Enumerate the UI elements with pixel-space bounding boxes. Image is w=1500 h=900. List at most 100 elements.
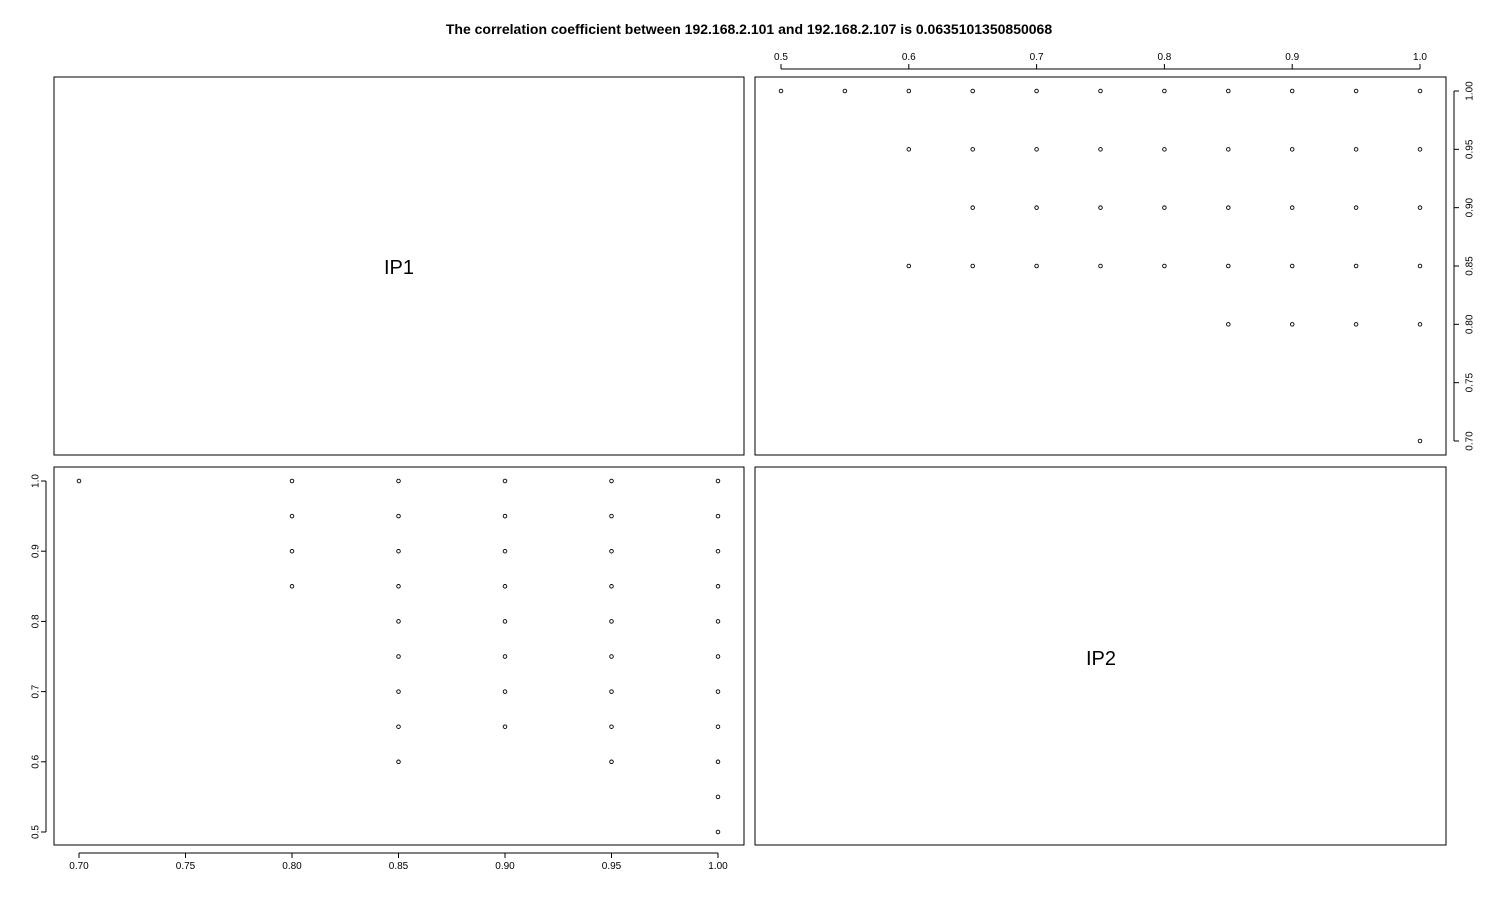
data-point [1353, 147, 1359, 152]
data-point [609, 759, 614, 765]
x-tick-label: 0.70 [69, 861, 89, 872]
data-point [715, 478, 721, 484]
y-tick-label: 0.90 [1465, 197, 1476, 217]
panel-frame [53, 466, 745, 846]
data-point [842, 88, 848, 94]
variable-label-ip2: IP2 [1086, 648, 1116, 670]
data-point [289, 478, 295, 484]
scatter-panel-ip1-vs-ip2: 0.70 0.75 0.80 0.85 0.90 0.95 1.00 0.5 0.6 0.7 0.8… [31, 466, 745, 872]
y-tick-label: 0.70 [1465, 431, 1476, 451]
data-point [609, 513, 614, 519]
data-point [970, 205, 975, 210]
data-point [715, 724, 721, 729]
data-point [1098, 88, 1103, 94]
x-tick-label: 1.00 [708, 861, 728, 872]
data-point [970, 88, 975, 94]
y-tick-label: 0.85 [1465, 256, 1476, 276]
data-point [396, 548, 401, 554]
x-tick-label: 0.8 [1157, 52, 1171, 63]
data-point [1226, 263, 1231, 269]
y-tick-label: 0.9 [31, 544, 42, 558]
data-point [1226, 147, 1231, 152]
data-point [1417, 263, 1423, 269]
data-point [502, 654, 508, 659]
data-point [715, 759, 721, 765]
y-tick-label: 1.00 [1465, 81, 1476, 101]
data-point [1289, 88, 1295, 94]
data-point [1034, 88, 1039, 94]
data-point [1289, 147, 1295, 152]
data-point [502, 584, 508, 589]
x-tick-label: 0.6 [902, 52, 916, 63]
data-point [396, 619, 401, 624]
data-point [1289, 322, 1295, 327]
data-point [609, 724, 614, 729]
data-point [1034, 263, 1039, 269]
x-tick-label: 0.90 [495, 861, 515, 872]
y-tick-label: 0.8 [31, 614, 42, 628]
data-point [396, 724, 401, 729]
data-point [1034, 147, 1039, 152]
y-tick-label: 0.7 [31, 684, 42, 698]
data-point [778, 88, 784, 94]
data-point [289, 548, 295, 554]
data-point [396, 759, 401, 765]
data-point [715, 829, 721, 835]
data-point [396, 513, 401, 519]
data-point [1353, 263, 1359, 269]
data-point [1162, 147, 1167, 152]
x-tick-label: 1.0 [1413, 52, 1427, 63]
data-point [396, 584, 401, 589]
data-point [396, 654, 401, 659]
scatter-panel-ip2-vs-ip1: 0.5 0.6 0.7 0.8 0.9 1.0 0.70 0.75 0.80 0.85 0.90 0.… [754, 52, 1476, 456]
data-point [289, 584, 295, 589]
data-point [1417, 88, 1423, 94]
data-point [502, 619, 508, 624]
x-tick-label: 0.7 [1030, 52, 1044, 63]
panel-ip2-diagonal [754, 466, 1447, 846]
data-point [1353, 88, 1359, 94]
data-point [1417, 147, 1423, 152]
data-point [715, 794, 721, 800]
data-point [1417, 205, 1423, 210]
y-tick-label: 0.95 [1465, 139, 1476, 159]
data-point [76, 478, 82, 484]
data-point [1289, 205, 1295, 210]
data-point [1034, 205, 1039, 210]
data-point [1353, 322, 1359, 327]
y-tick-label: 1.0 [31, 474, 42, 488]
panel-ip1-diagonal [53, 76, 745, 456]
data-point [970, 263, 975, 269]
data-point [609, 689, 614, 694]
data-point [906, 263, 912, 269]
data-point [1162, 88, 1167, 94]
data-point [289, 513, 295, 519]
x-tick-label: 0.75 [176, 861, 196, 872]
x-tick-label: 0.85 [389, 861, 409, 872]
data-point [715, 654, 721, 659]
data-point [396, 689, 401, 694]
data-point [502, 513, 508, 519]
data-point [609, 619, 614, 624]
data-point [396, 478, 401, 484]
data-point [1226, 322, 1231, 327]
data-point [609, 584, 614, 589]
data-point [715, 689, 721, 694]
data-point [502, 478, 508, 484]
data-point [609, 548, 614, 554]
panel-frame [754, 76, 1447, 456]
data-point [906, 88, 912, 94]
data-point [609, 654, 614, 659]
data-point [1226, 88, 1231, 94]
x-tick-label: 0.9 [1285, 52, 1299, 63]
data-point [715, 584, 721, 589]
data-point [715, 548, 721, 554]
data-point [1162, 263, 1167, 269]
data-point [715, 513, 721, 519]
x-tick-label: 0.80 [282, 861, 302, 872]
data-point [1417, 438, 1423, 444]
data-point [906, 147, 912, 152]
data-point [1289, 263, 1295, 269]
data-point [970, 147, 975, 152]
